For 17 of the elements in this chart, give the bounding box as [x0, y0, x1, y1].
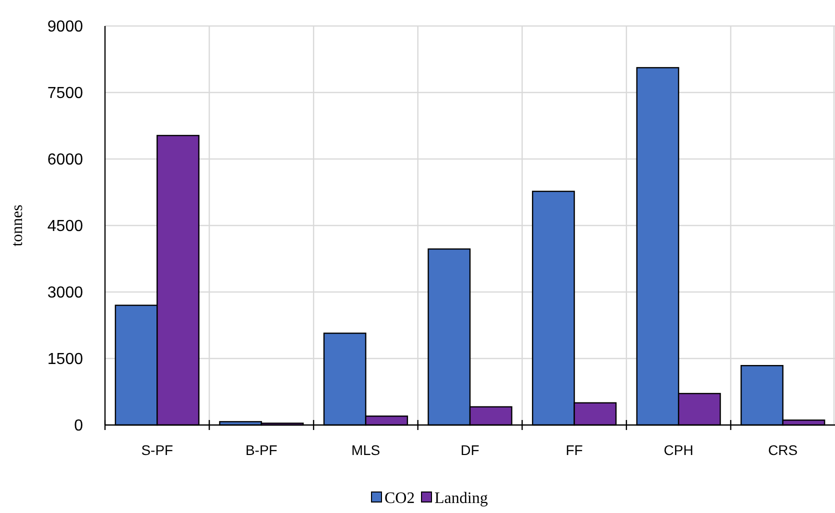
- x-tick-label: CRS: [768, 442, 798, 458]
- x-tick-label: B-PF: [245, 442, 278, 458]
- x-tick-label: DF: [460, 442, 480, 458]
- y-tick-label: 9000: [47, 18, 84, 36]
- x-tick-label: FF: [566, 442, 583, 458]
- x-tick-label: MLS: [351, 442, 380, 458]
- y-tick-label: 1500: [47, 351, 84, 368]
- y-tick-label: 3000: [47, 284, 84, 302]
- y-axis-title: tonnes: [9, 204, 26, 246]
- y-tick-label: 4500: [47, 218, 84, 236]
- y-tick-label: 0: [74, 418, 84, 435]
- y-tick-label: 6000: [47, 152, 84, 169]
- legend-label: CO2: [384, 490, 415, 507]
- y-tick-label: 7500: [47, 85, 84, 102]
- legend-label: Landing: [434, 490, 488, 507]
- x-tick-label: CPH: [664, 442, 694, 458]
- x-tick-label: S-PF: [141, 442, 174, 458]
